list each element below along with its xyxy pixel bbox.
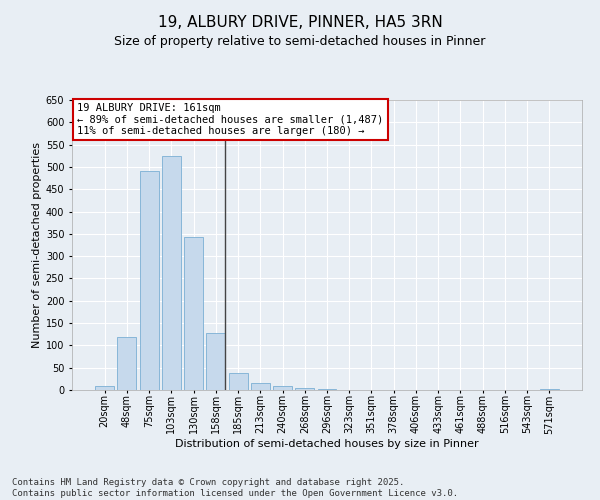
Text: Contains HM Land Registry data © Crown copyright and database right 2025.
Contai: Contains HM Land Registry data © Crown c… [12, 478, 458, 498]
Bar [295, 388, 314, 390]
Bar [184, 236, 203, 390]
Bar [162, 156, 181, 390]
Bar [118, 337, 136, 390]
Bar [251, 384, 270, 390]
Text: 19, ALBURY DRIVE, PINNER, HA5 3RN: 19, ALBURY DRIVE, PINNER, HA5 3RN [158, 15, 442, 30]
Bar [206, 333, 225, 390]
X-axis label: Distribution of semi-detached houses by size in Pinner: Distribution of semi-detached houses by … [175, 439, 479, 449]
Bar [95, 386, 114, 390]
Bar [140, 172, 158, 390]
Bar [540, 388, 559, 390]
Bar [273, 386, 292, 390]
Text: 19 ALBURY DRIVE: 161sqm
← 89% of semi-detached houses are smaller (1,487)
11% of: 19 ALBURY DRIVE: 161sqm ← 89% of semi-de… [77, 103, 383, 136]
Bar [317, 389, 337, 390]
Text: Size of property relative to semi-detached houses in Pinner: Size of property relative to semi-detach… [115, 35, 485, 48]
Bar [229, 373, 248, 390]
Y-axis label: Number of semi-detached properties: Number of semi-detached properties [32, 142, 41, 348]
